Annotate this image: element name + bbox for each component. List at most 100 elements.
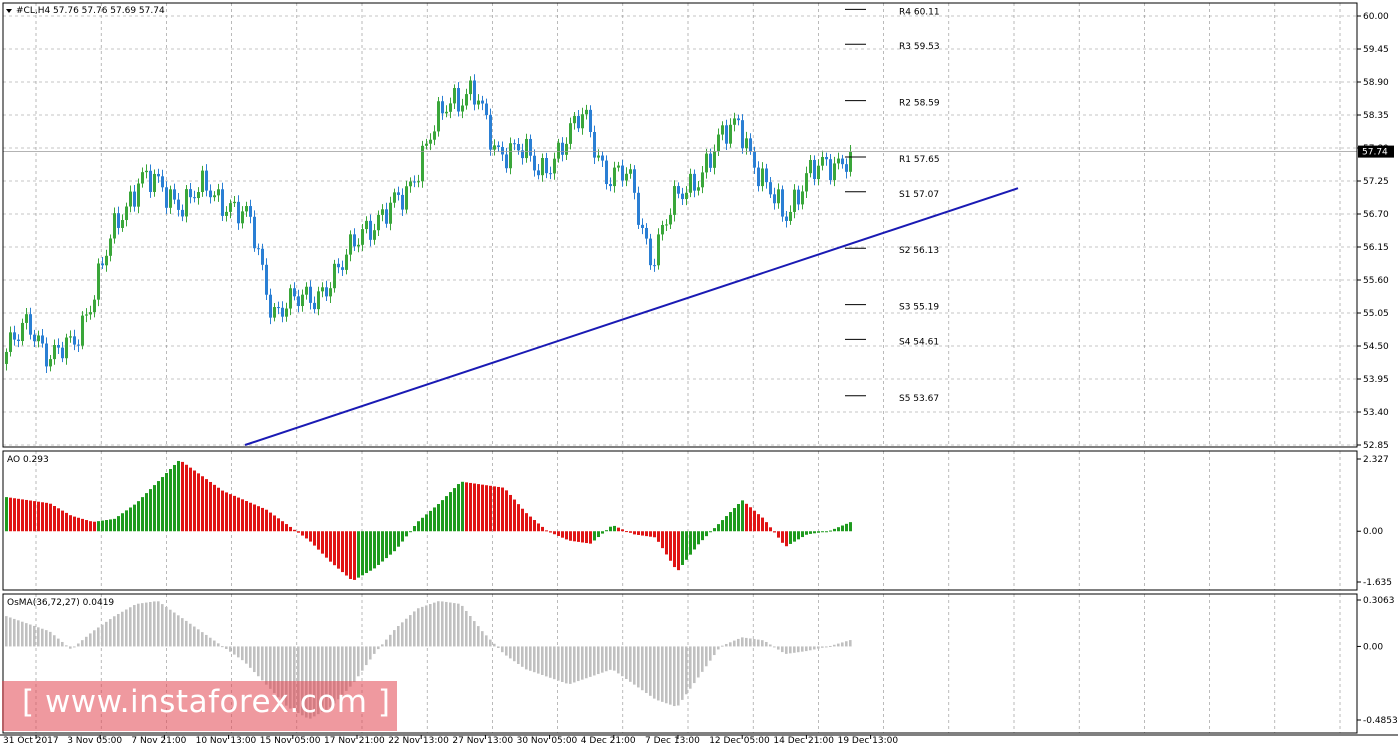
osma-bar (521, 646, 524, 667)
candle-body (677, 186, 680, 194)
osma-bar (285, 646, 288, 706)
candle (729, 118, 732, 148)
ao-bar (797, 531, 800, 540)
osma-bar (237, 646, 240, 658)
ao-bar (65, 512, 68, 532)
osma-bar (813, 646, 816, 650)
osma-bar (689, 646, 692, 689)
candle (373, 223, 376, 245)
osma-bar (173, 612, 176, 647)
candle (125, 202, 128, 227)
ao-bar (141, 497, 144, 532)
ao-bar (513, 499, 516, 532)
candle (381, 204, 384, 222)
candle (189, 182, 192, 204)
candle (397, 186, 400, 201)
candle (77, 339, 80, 352)
osma-bar (301, 646, 304, 716)
ao-bar (517, 504, 520, 532)
ao-bar (661, 531, 664, 549)
candle (849, 145, 852, 177)
ao-bar (305, 531, 308, 539)
ao-bar (569, 531, 572, 541)
osma-bar (389, 634, 392, 647)
candle (149, 164, 152, 198)
osma-bar (409, 615, 412, 647)
candle-body (89, 312, 92, 315)
ao-bar (481, 484, 484, 532)
candle-body (105, 255, 108, 266)
candle (589, 105, 592, 138)
osma-bar (669, 646, 672, 705)
candle-body (781, 189, 784, 217)
ao-bar (545, 530, 548, 532)
ao-bar (261, 507, 264, 532)
osma-bar (565, 646, 568, 684)
osma-bar (93, 630, 96, 647)
ao-bar (777, 531, 780, 538)
ao-bar (485, 485, 488, 532)
candle (69, 330, 72, 343)
watermark-text: [ www.instaforex.com ] (22, 684, 391, 720)
candle (541, 153, 544, 182)
ao-bar (741, 500, 744, 532)
ao-bar (293, 529, 296, 532)
candle-body (225, 211, 228, 216)
ao-bar (37, 501, 40, 532)
ao-bar (473, 483, 476, 532)
candle (253, 210, 256, 252)
candle-body (437, 101, 440, 132)
y-tick-label: 57.25 (1363, 177, 1389, 187)
candle (165, 181, 168, 214)
osma-bar (837, 643, 840, 647)
osma-bar (329, 646, 332, 708)
osma-bar (621, 646, 624, 677)
y-tick-label: 56.15 (1363, 243, 1389, 253)
osma-bar (441, 601, 444, 647)
candle-body (449, 103, 452, 112)
osma-bar (761, 640, 764, 647)
candle (29, 307, 32, 340)
candle (605, 155, 608, 190)
candle (613, 161, 616, 193)
osma-bar (637, 646, 640, 688)
candle-body (405, 186, 408, 210)
ao-bar (649, 531, 652, 537)
candle (657, 228, 660, 270)
candle (105, 249, 108, 272)
candle-body (389, 202, 392, 224)
ao-bar (433, 507, 436, 532)
candle (769, 177, 772, 199)
osma-bar (53, 635, 56, 647)
candle (113, 207, 116, 244)
x-tick-label: 4 Dec 21:00 (581, 736, 636, 746)
ao-bar (153, 485, 156, 532)
ao-bar (633, 531, 636, 535)
osma-bar (517, 646, 520, 664)
candle-body (553, 158, 556, 174)
candle (517, 138, 520, 155)
osma-bar (645, 646, 648, 694)
ao-panel (5, 460, 852, 580)
osma-bar (481, 631, 484, 647)
candle-body (337, 263, 340, 268)
osma-bar (801, 646, 804, 652)
ao-bar (157, 481, 160, 532)
osma-bar (29, 624, 32, 647)
candle-body (605, 160, 608, 185)
ao-bar (717, 524, 720, 532)
candle-body (257, 248, 260, 250)
osma-bar (297, 646, 300, 714)
candle-body (333, 263, 336, 289)
osma-bar (437, 601, 440, 647)
candle-body (329, 288, 332, 297)
osma-bar (41, 628, 44, 647)
candle-body (753, 151, 756, 168)
candle (369, 214, 372, 247)
ao-frame (2, 450, 1358, 591)
candle (9, 326, 12, 357)
ao-bar (109, 519, 112, 532)
osma-bar (685, 646, 688, 695)
candle (293, 282, 296, 301)
ao-bar (401, 531, 404, 542)
